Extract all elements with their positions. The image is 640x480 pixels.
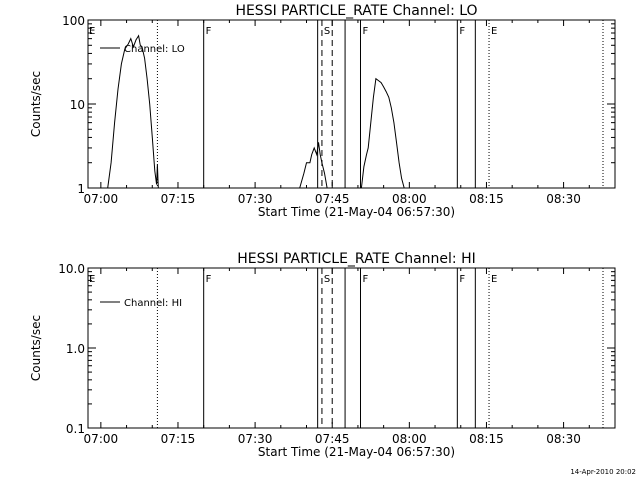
- x-tick-label: 07:15: [161, 432, 196, 446]
- x-tick-label: 08:30: [546, 192, 581, 206]
- y-tick-label: 1.0: [66, 342, 85, 356]
- y-axis-label: Counts/sec: [29, 71, 43, 137]
- x-tick-label: 07:30: [238, 192, 273, 206]
- series-line: [107, 34, 159, 189]
- x-tick-label: 08:15: [469, 192, 504, 206]
- legend-label: Channel: LO: [124, 44, 185, 55]
- mode-label: F: [206, 26, 212, 37]
- mode-label: F: [459, 274, 465, 285]
- mode-label: F: [362, 26, 368, 37]
- mode-label: E: [89, 274, 95, 285]
- y-tick-label: 10: [70, 98, 85, 112]
- x-tick-label: 08:00: [392, 192, 427, 206]
- y-tick-label: 10.0: [58, 262, 85, 276]
- mode-label: F: [459, 26, 465, 37]
- series-line: [299, 142, 328, 189]
- mode-label: F: [206, 274, 212, 285]
- x-tick-label: 07:00: [84, 432, 119, 446]
- plot-frame: [87, 267, 616, 429]
- x-tick-label: 08:00: [392, 432, 427, 446]
- chart-panel-lo: HESSI PARTICLE_RATE Channel: LO 07:00 07:1…: [29, 3, 616, 219]
- mode-label: S: [324, 274, 330, 285]
- x-tick-label: 07:30: [238, 432, 273, 446]
- series-line: [360, 77, 405, 189]
- y-axis-label: Counts/sec: [29, 315, 43, 381]
- x-axis-label: Start Time (21-May-04 06:57:30): [258, 205, 455, 219]
- timestamp-stamp: 14-Apr-2010 20:02: [570, 468, 636, 476]
- y-tick-label: 1: [77, 182, 85, 196]
- x-tick-label: 07:45: [315, 432, 350, 446]
- x-tick-label: 07:00: [84, 192, 119, 206]
- legend-label: Channel: HI: [124, 298, 182, 309]
- y-tick-label: 0.1: [66, 422, 85, 436]
- chart-title: HESSI PARTICLE_RATE Channel: HI: [237, 251, 475, 267]
- x-axis-label: Start Time (21-May-04 06:57:30): [258, 445, 455, 459]
- x-tick-label: 07:15: [161, 192, 196, 206]
- x-tick-label: 08:30: [546, 432, 581, 446]
- mode-label: F: [362, 274, 368, 285]
- x-tick-label: 07:45: [315, 192, 350, 206]
- mode-label: S: [324, 26, 330, 37]
- chart-panel-hi: HESSI PARTICLE_RATE Channel: HI 07:00 07:1…: [29, 251, 616, 459]
- x-tick-label: 08:15: [469, 432, 504, 446]
- mode-label: E: [491, 274, 497, 285]
- chart-title: HESSI PARTICLE_RATE Channel: LO: [235, 3, 477, 19]
- y-tick-label: 100: [62, 14, 85, 28]
- mode-label: E: [491, 26, 497, 37]
- mode-label: E: [89, 26, 95, 37]
